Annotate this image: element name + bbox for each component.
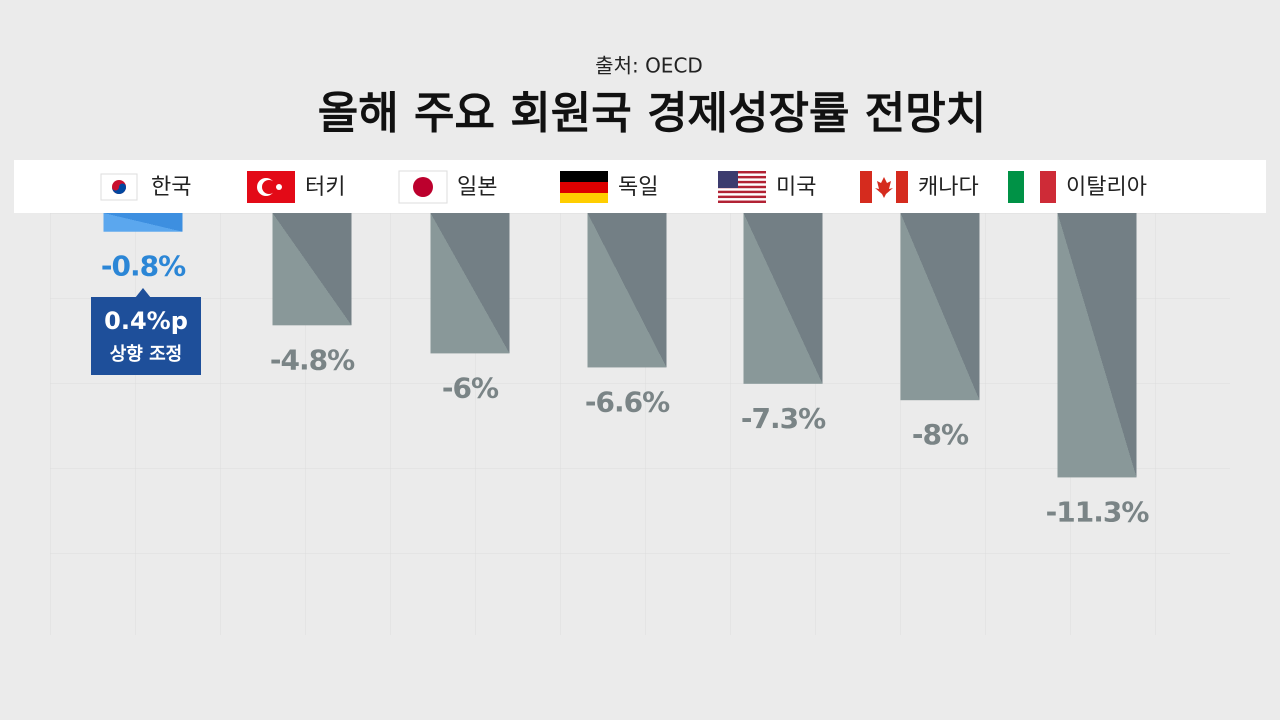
flag	[875, 177, 893, 198]
flag	[718, 195, 766, 199]
flag	[896, 171, 908, 203]
flag	[560, 171, 608, 182]
bar	[900, 213, 980, 401]
flag	[718, 200, 766, 203]
flag	[718, 171, 766, 174]
flag	[262, 180, 276, 194]
data-label: -11.3%	[1046, 495, 1150, 528]
legend: 한국 터키 일본 독일 미국 캐나다 이탈리아	[100, 170, 1147, 204]
legend-label: 한국	[151, 175, 191, 200]
annotation-box	[91, 297, 201, 375]
bars: -0.8% -4.8% -6% -6.6% -7.3% -8% -11.3%	[101, 213, 1150, 528]
legend-flag	[398, 170, 448, 204]
annotation-text: 0.4%p	[104, 307, 188, 335]
annotation-text: 상향 조정	[110, 344, 183, 365]
flag	[112, 183, 126, 194]
flag	[413, 177, 433, 197]
flag	[718, 185, 766, 189]
flag	[276, 184, 282, 190]
legend-label: 캐나다	[918, 175, 979, 200]
legend-flag	[718, 171, 766, 203]
legend-label: 이탈리아	[1066, 175, 1147, 200]
legend-label: 미국	[776, 175, 816, 200]
annotation: 0.4%p 상향 조정	[91, 288, 201, 375]
legend-label: 일본	[457, 175, 497, 200]
annotation-pointer	[135, 288, 151, 298]
data-label: -4.8%	[270, 343, 355, 376]
legend-bar	[14, 160, 1266, 213]
flag	[560, 193, 608, 203]
flag	[718, 180, 766, 184]
data-label: -8%	[912, 418, 969, 451]
bar	[743, 213, 823, 384]
bar	[1057, 213, 1137, 478]
bar	[430, 213, 510, 354]
flag	[860, 171, 872, 203]
chart-title: 올해 주요 회원국 경제성장률 전망치	[318, 88, 986, 139]
flag	[718, 190, 766, 194]
flag	[1040, 171, 1056, 203]
legend-flag	[560, 171, 608, 203]
legend-label: 독일	[618, 175, 658, 200]
data-label: -7.3%	[741, 402, 826, 435]
legend-flag	[100, 173, 138, 201]
bar	[103, 213, 183, 232]
bar	[272, 213, 352, 326]
bar	[587, 213, 667, 368]
source: 출처: OECD	[595, 54, 703, 78]
flag	[718, 175, 766, 179]
data-label: -6.6%	[585, 385, 670, 418]
flag	[1008, 171, 1024, 203]
data-label: -6%	[442, 371, 499, 404]
legend-label: 터키	[305, 175, 345, 200]
data-label: -0.8%	[101, 250, 186, 283]
legend-flag	[1008, 171, 1056, 203]
legend-flag	[860, 171, 908, 203]
flag	[1024, 171, 1040, 203]
flag	[718, 171, 738, 188]
legend-flag	[247, 171, 295, 203]
flag	[560, 182, 608, 193]
